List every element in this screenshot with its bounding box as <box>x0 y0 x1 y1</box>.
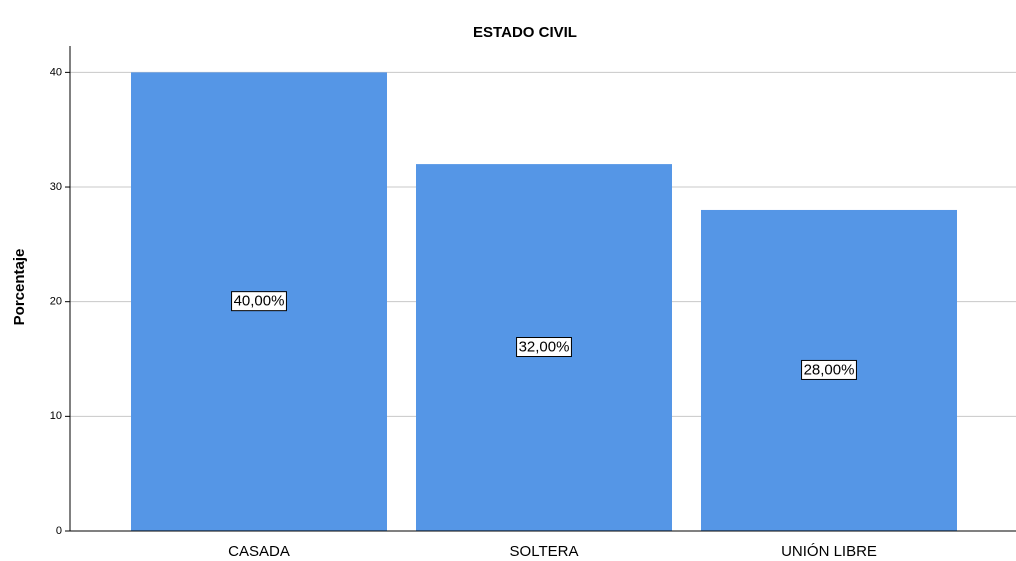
value-label-box <box>231 291 287 312</box>
value-label-box <box>516 337 572 358</box>
y-tick-label: 30 <box>50 181 62 193</box>
x-tick-label: CASADA <box>228 543 290 560</box>
chart-title: ESTADO CIVIL <box>473 24 577 41</box>
x-tick-label: UNIÓN LIBRE <box>781 543 877 560</box>
y-tick-label: 0 <box>56 525 62 537</box>
y-tick-label: 20 <box>50 296 62 308</box>
value-label: 40,00% <box>234 293 285 310</box>
y-tick-label: 10 <box>50 410 62 422</box>
value-label: 28,00% <box>804 361 855 378</box>
y-axis-label: Porcentaje <box>11 249 28 326</box>
x-tick-label: SOLTERA <box>510 543 579 560</box>
y-tick-label: 40 <box>50 66 62 78</box>
value-label-box <box>801 359 857 380</box>
value-label: 32,00% <box>519 339 570 356</box>
